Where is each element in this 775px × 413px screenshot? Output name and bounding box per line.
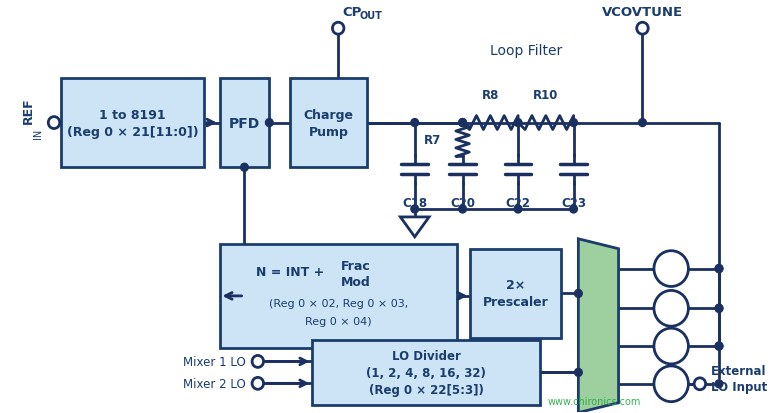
Text: OUT: OUT [360, 11, 382, 21]
Text: C20: C20 [450, 197, 475, 209]
Text: R7: R7 [424, 134, 442, 147]
Text: 1 to 8191
(Reg 0 × 21[11:0]): 1 to 8191 (Reg 0 × 21[11:0]) [67, 108, 198, 138]
Text: R10: R10 [533, 88, 559, 102]
Circle shape [715, 342, 723, 350]
Circle shape [332, 23, 344, 35]
Bar [219, 244, 456, 348]
Circle shape [694, 378, 705, 390]
Text: VCOVTUNE: VCOVTUNE [602, 6, 683, 19]
Text: PFD: PFD [229, 116, 260, 130]
Bar [312, 340, 540, 405]
Text: Mixer 1 LO: Mixer 1 LO [183, 355, 246, 368]
Circle shape [252, 377, 264, 389]
Circle shape [639, 119, 646, 127]
Bar [219, 78, 269, 168]
Circle shape [570, 119, 577, 127]
Polygon shape [578, 239, 618, 413]
Circle shape [715, 265, 723, 273]
Circle shape [654, 328, 688, 364]
Text: 2×
Prescaler: 2× Prescaler [483, 279, 549, 309]
Circle shape [48, 117, 60, 129]
Text: External
LO Input: External LO Input [711, 364, 767, 393]
Circle shape [459, 119, 467, 127]
Circle shape [715, 342, 723, 350]
Circle shape [715, 305, 723, 313]
Circle shape [570, 206, 577, 214]
Text: IN: IN [33, 128, 43, 138]
Text: N = INT +: N = INT + [256, 266, 329, 278]
Text: CP: CP [342, 6, 361, 19]
Text: www.chironics.com: www.chironics.com [548, 396, 642, 406]
Text: Charge
Pump: Charge Pump [304, 108, 353, 138]
Circle shape [654, 366, 688, 402]
Circle shape [715, 265, 723, 273]
Circle shape [459, 206, 467, 214]
Text: Mixer 2 LO: Mixer 2 LO [183, 377, 246, 390]
Circle shape [574, 290, 582, 298]
Text: (Reg 0 × 02, Reg 0 × 03,: (Reg 0 × 02, Reg 0 × 03, [269, 299, 408, 309]
Text: Reg 0 × 04): Reg 0 × 04) [305, 316, 371, 326]
Circle shape [637, 23, 648, 35]
Bar [60, 78, 205, 168]
Circle shape [654, 291, 688, 326]
Text: C23: C23 [561, 197, 586, 209]
Circle shape [715, 380, 723, 388]
Circle shape [411, 119, 418, 127]
Bar [291, 78, 367, 168]
Text: GNDCP: GNDCP [393, 247, 440, 260]
Text: LO Divider
(1, 2, 4, 8, 16, 32)
(Reg 0 × 22[5:3]): LO Divider (1, 2, 4, 8, 16, 32) (Reg 0 ×… [367, 349, 486, 396]
Text: Mod: Mod [340, 275, 370, 288]
Circle shape [515, 206, 522, 214]
Text: C22: C22 [505, 197, 531, 209]
Text: Frac: Frac [340, 259, 370, 273]
Circle shape [266, 119, 273, 127]
Text: Loop Filter: Loop Filter [490, 44, 562, 58]
Circle shape [515, 119, 522, 127]
Text: R8: R8 [481, 88, 499, 102]
Circle shape [252, 356, 264, 368]
Circle shape [574, 368, 582, 376]
Circle shape [715, 305, 723, 313]
Circle shape [459, 119, 467, 127]
Bar [470, 249, 561, 338]
Polygon shape [401, 217, 429, 237]
Text: REF: REF [22, 97, 35, 123]
Circle shape [411, 206, 418, 214]
Circle shape [654, 251, 688, 287]
Text: C18: C18 [402, 197, 427, 209]
Circle shape [240, 164, 248, 172]
